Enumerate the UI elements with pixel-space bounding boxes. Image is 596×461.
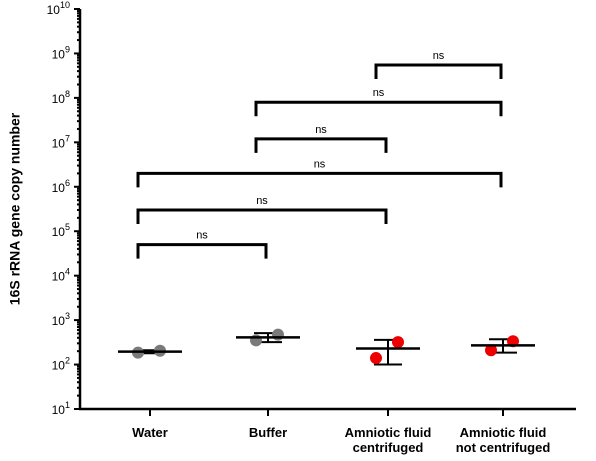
comparison-label: ns (373, 87, 385, 99)
x-axis: Water Buffer Amniotic fluidcentrifugedAmni… (79, 407, 576, 455)
y-tick-label: 103 (52, 311, 70, 328)
y-tick-label: 104 (52, 267, 70, 284)
x-tick-label: Amniotic fluid (460, 425, 547, 440)
comparison-bracket (136, 208, 388, 225)
y-axis: 101 102 103 104 105 106 107 108 109 1010 (47, 0, 82, 417)
comparison-label: ns (256, 195, 268, 207)
comparison-bracket (374, 63, 503, 79)
comparison-label: ns (196, 230, 208, 242)
data-point (485, 344, 497, 357)
y-tick-label: 107 (52, 133, 70, 150)
comparison-brackets: ns ns ns ns ns ns (136, 50, 503, 259)
y-tick-label: 101 (52, 400, 70, 417)
y-tick-label: 106 (52, 178, 70, 195)
y-tick-label: 102 (52, 356, 70, 373)
y-tick-label: 105 (52, 222, 70, 239)
comparison-bracket (136, 243, 268, 259)
data-point (392, 336, 404, 349)
y-tick-label: 1010 (47, 0, 70, 17)
x-tick-label: Water (132, 425, 168, 440)
comparison-bracket (254, 137, 388, 153)
comparison-bracket (254, 100, 503, 117)
x-tick-label: not centrifuged (456, 440, 551, 455)
y-tick-label: 108 (52, 89, 70, 106)
data-groups (118, 328, 535, 366)
y-tick-label: 109 (52, 44, 70, 61)
comparison-label: ns (314, 158, 326, 170)
data-point (272, 328, 284, 341)
x-tick-label: centrifuged (353, 440, 424, 455)
comparison-label: ns (433, 50, 445, 62)
data-point (370, 352, 382, 365)
x-tick-label: Amniotic fluid (345, 425, 432, 440)
comparison-bracket (136, 171, 503, 188)
x-tick-label: Buffer (249, 425, 287, 440)
comparison-label: ns (315, 124, 327, 136)
y-axis-title: 16S rRNA gene copy number (7, 112, 23, 305)
